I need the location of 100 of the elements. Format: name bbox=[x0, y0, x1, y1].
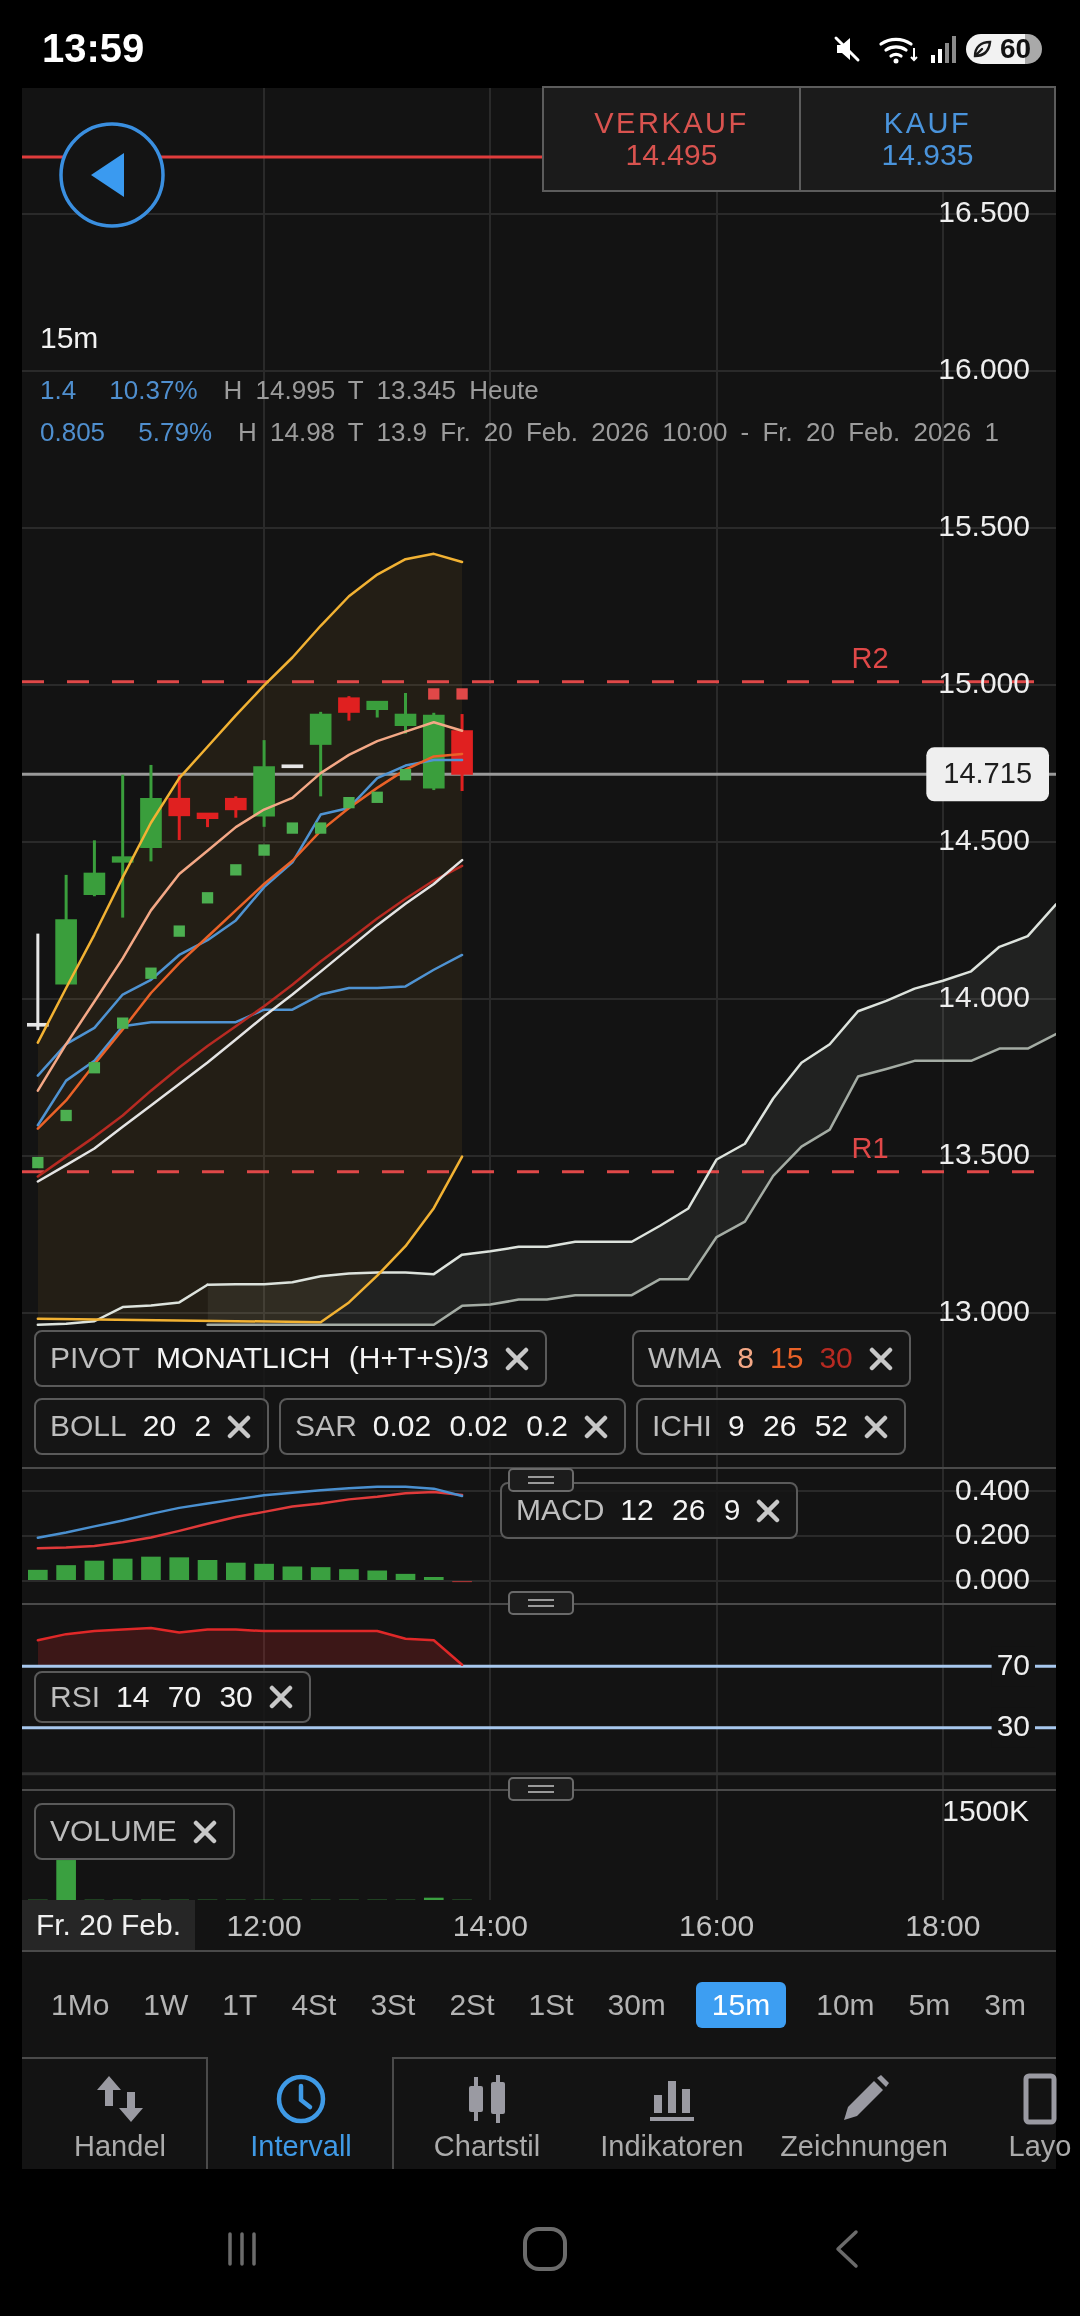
candlestick bbox=[111, 774, 134, 918]
bar bbox=[141, 1556, 161, 1580]
candlestick bbox=[83, 840, 106, 898]
text: 60 bbox=[998, 33, 1043, 64]
bar bbox=[423, 1576, 444, 1580]
annotation: 14.935 bbox=[881, 138, 974, 171]
price-button: VERKAUF 14.495 bbox=[542, 86, 801, 192]
text: Intervall bbox=[250, 2129, 352, 2163]
text: 15m bbox=[40, 321, 99, 356]
y-tick-label: 0.200 bbox=[954, 1517, 1030, 1551]
point bbox=[315, 822, 327, 834]
bar bbox=[282, 1566, 303, 1580]
point bbox=[173, 925, 185, 937]
bar bbox=[395, 1573, 416, 1580]
price-button: KAUF 14.935 bbox=[799, 86, 1056, 192]
point bbox=[230, 864, 242, 876]
y-tick-label: 30 bbox=[996, 1708, 1030, 1742]
bar bbox=[28, 1569, 48, 1580]
x-tick-label: 12:00 bbox=[226, 1909, 302, 1943]
bar bbox=[84, 1560, 105, 1580]
y-tick-label: 15.000 bbox=[938, 666, 1030, 700]
y-tick-label: 14.500 bbox=[938, 823, 1030, 857]
annotation: 0.805 5.79% H 14.98 T 13.9 Fr. 20 Feb. 2026 10:00 - Fr. 20 Feb. 2026 1 bbox=[40, 417, 999, 448]
label-chip: WMA 8 15 30 bbox=[632, 1330, 911, 1387]
point bbox=[286, 822, 299, 834]
text: 30m bbox=[606, 1987, 667, 2023]
point bbox=[88, 1062, 101, 1074]
bar bbox=[197, 1560, 218, 1580]
bar bbox=[367, 1570, 388, 1580]
text: Indikatoren bbox=[600, 2129, 744, 2163]
text: Chartstil bbox=[433, 2129, 541, 2163]
y-tick-label: 14.000 bbox=[938, 980, 1030, 1014]
text: 1Mo bbox=[50, 1987, 111, 2023]
text: 2St bbox=[448, 1987, 496, 2023]
y-tick-label: 16.000 bbox=[938, 351, 1030, 385]
point bbox=[258, 844, 270, 856]
annotation: VERKAUF bbox=[594, 107, 749, 139]
bar bbox=[169, 1557, 190, 1580]
annotation: RSI 14 70 30 bbox=[50, 1679, 253, 1715]
label-chip: PIVOT MONATLICH (H+T+S)/3 bbox=[34, 1330, 547, 1387]
text: Layo bbox=[1008, 2129, 1072, 2163]
bar bbox=[112, 1558, 133, 1580]
point bbox=[32, 1156, 44, 1169]
text: 5m bbox=[907, 1987, 952, 2023]
text: 3St bbox=[369, 1987, 417, 2023]
point bbox=[201, 892, 214, 904]
candlestick bbox=[394, 693, 417, 734]
y-tick-label: 13.500 bbox=[938, 1137, 1030, 1171]
text: 4St bbox=[290, 1987, 338, 2023]
y-tick-label: 15.500 bbox=[938, 509, 1030, 543]
bar bbox=[310, 1567, 331, 1580]
bar bbox=[254, 1563, 274, 1580]
ref-line-label: R1 bbox=[851, 1131, 889, 1164]
candlestick bbox=[224, 796, 247, 818]
bar bbox=[225, 1562, 246, 1580]
x-tick-label: 18:00 bbox=[905, 1909, 981, 1943]
y-tick-label: 0.400 bbox=[954, 1472, 1030, 1506]
point bbox=[456, 688, 468, 700]
annotation: SAR 0.02 0.02 0.2 bbox=[295, 1409, 568, 1444]
point bbox=[343, 796, 355, 809]
ref-line-label: 14.715 bbox=[943, 757, 1032, 790]
label-chip: ICHI 9 26 52 bbox=[635, 1398, 907, 1455]
point bbox=[371, 791, 383, 803]
text: 1500K bbox=[942, 1794, 1029, 1829]
y-tick-label: 13.000 bbox=[938, 1294, 1030, 1328]
text: 13:59 bbox=[42, 25, 145, 71]
label-chip: SAR 0.02 0.02 0.2 bbox=[279, 1398, 626, 1455]
annotation: 14.495 bbox=[625, 138, 718, 171]
point bbox=[428, 688, 440, 700]
x-tick-label: 14:00 bbox=[452, 1909, 528, 1943]
bar bbox=[56, 1565, 76, 1580]
text: 1W bbox=[142, 1987, 190, 2023]
text: Zeichnungen bbox=[780, 2129, 948, 2163]
annotation: ICHI 9 26 52 bbox=[651, 1409, 849, 1444]
point bbox=[399, 769, 412, 781]
label-chip: BOLL 20 2 bbox=[34, 1398, 270, 1455]
candlestick bbox=[338, 696, 360, 721]
ref-line-label: R2 bbox=[851, 641, 889, 674]
bar bbox=[339, 1569, 359, 1580]
annotation: PIVOT MONATLICH (H+T+S)/3 bbox=[50, 1341, 489, 1376]
candlestick bbox=[168, 774, 191, 841]
candlestick bbox=[27, 933, 49, 1032]
y-tick-label: 0.000 bbox=[954, 1561, 1030, 1595]
annotation: KAUF bbox=[883, 107, 972, 139]
text: 15m bbox=[695, 1982, 787, 2028]
x-tick-label: 16:00 bbox=[679, 1909, 755, 1943]
text: Fr. 20 Feb. bbox=[22, 1900, 195, 1950]
annotation: MACD 12 26 9 bbox=[516, 1493, 741, 1528]
text: 1T bbox=[221, 1987, 259, 2023]
label-chip: VOLUME bbox=[34, 1803, 235, 1860]
annotation: BOLL 20 2 bbox=[50, 1409, 212, 1444]
point bbox=[145, 967, 157, 979]
label-chip: RSI 14 70 30 bbox=[34, 1671, 311, 1723]
point bbox=[60, 1109, 72, 1122]
point bbox=[117, 1017, 129, 1029]
annotation: 1.4 10.37% H 14.995 T 13.345 Heute bbox=[40, 375, 539, 406]
text: 3m bbox=[983, 1987, 1027, 2023]
label-chip: MACD 12 26 9 bbox=[500, 1482, 799, 1539]
legend-title: WMA bbox=[648, 1341, 722, 1376]
text: Handel bbox=[74, 2129, 166, 2163]
